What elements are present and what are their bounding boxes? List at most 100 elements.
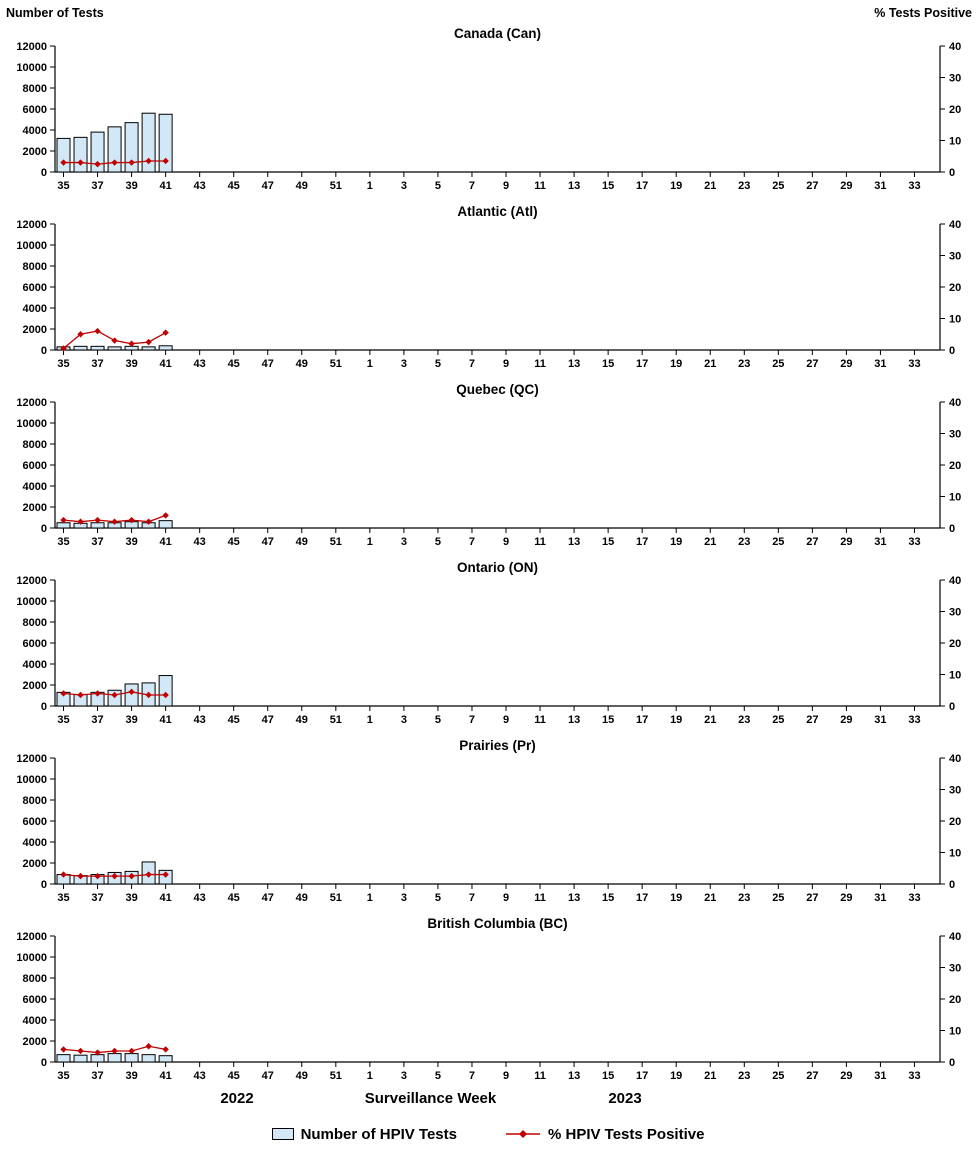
week-tick-label: 43: [194, 180, 206, 192]
week-tick-label: 25: [772, 1070, 784, 1082]
right-tick-label: 0: [949, 879, 955, 891]
left-tick-label: 10000: [16, 62, 47, 74]
week-tick-label: 33: [908, 358, 920, 370]
left-tick-label: 0: [41, 167, 47, 179]
pct-marker: [162, 329, 169, 336]
right-tick-label: 20: [949, 638, 961, 650]
week-tick-label: 29: [840, 180, 852, 192]
pct-marker: [162, 157, 169, 165]
week-tick-label: 5: [435, 536, 441, 548]
week-tick-label: 25: [772, 714, 784, 726]
panel-title-atlantic: Atlantic (Atl): [457, 204, 537, 219]
left-tick-label: 2000: [23, 502, 47, 514]
week-tick-label: 39: [125, 180, 137, 192]
week-tick-label: 15: [602, 714, 614, 726]
week-tick-label: 13: [568, 536, 580, 548]
week-tick-label: 47: [262, 714, 274, 726]
test-bar: [158, 345, 173, 351]
legend-item-tests: Number of HPIV Tests: [271, 1125, 457, 1143]
right-axis-title: % Tests Positive: [874, 6, 972, 20]
week-tick-label: 21: [704, 180, 716, 192]
left-tick-label: 4000: [23, 481, 47, 493]
week-tick-label: 7: [469, 1070, 475, 1082]
week-tick-label: 41: [160, 358, 172, 370]
pct-marker: [145, 1043, 152, 1050]
week-tick-label: 31: [874, 1070, 886, 1082]
left-tick-label: 2000: [23, 858, 47, 870]
right-tick-label: 20: [949, 460, 961, 472]
week-tick-label: 19: [670, 536, 682, 548]
test-bar: [90, 522, 105, 529]
week-tick-label: 3: [401, 892, 407, 904]
week-tick-label: 1: [367, 358, 373, 370]
test-bar: [141, 346, 156, 351]
test-bar: [73, 345, 88, 351]
pct-marker: [77, 331, 84, 338]
pct-marker: [77, 1047, 84, 1055]
test-bar: [73, 1054, 88, 1063]
week-tick-label: 49: [296, 180, 308, 192]
week-tick-label: 1: [367, 1070, 373, 1082]
test-bar: [56, 1054, 71, 1063]
left-tick-label: 12000: [16, 753, 47, 765]
week-tick-label: 37: [91, 180, 103, 192]
pct-marker: [145, 157, 152, 165]
week-tick-label: 11: [534, 358, 546, 370]
week-tick-label: 7: [469, 180, 475, 192]
pct-marker: [94, 160, 101, 168]
week-tick-label: 33: [908, 892, 920, 904]
week-tick-label: 25: [772, 892, 784, 904]
panel-bc: British Columbia (BC)0200040006000800010…: [16, 916, 961, 1082]
right-tick-label: 40: [949, 219, 961, 231]
test-bar: [124, 122, 139, 173]
right-tick-label: 10: [949, 314, 961, 326]
week-tick-label: 17: [636, 892, 648, 904]
year-2023-label: 2023: [608, 1090, 642, 1107]
week-tick-label: 5: [435, 358, 441, 370]
right-tick-label: 0: [949, 1057, 955, 1069]
week-tick-label: 23: [738, 180, 750, 192]
left-tick-label: 8000: [23, 261, 47, 273]
week-tick-label: 29: [840, 714, 852, 726]
right-tick-label: 30: [949, 251, 961, 263]
right-tick-label: 0: [949, 345, 955, 357]
pct-marker: [77, 872, 84, 880]
pct-marker: [128, 159, 135, 166]
week-tick-label: 33: [908, 714, 920, 726]
panel-title-prairies: Prairies (Pr): [459, 738, 536, 753]
week-tick-label: 43: [194, 536, 206, 548]
pct-marker: [94, 516, 101, 524]
week-tick-label: 23: [738, 358, 750, 370]
week-tick-label: 39: [125, 536, 137, 548]
week-tick-label: 17: [636, 714, 648, 726]
right-tick-label: 0: [949, 167, 955, 179]
week-tick-label: 31: [874, 714, 886, 726]
week-tick-label: 41: [160, 714, 172, 726]
week-tick-label: 51: [330, 892, 342, 904]
week-tick-label: 45: [228, 358, 240, 370]
week-tick-label: 29: [840, 358, 852, 370]
week-tick-label: 23: [738, 892, 750, 904]
left-tick-label: 12000: [16, 219, 47, 231]
week-tick-label: 25: [772, 358, 784, 370]
week-tick-label: 7: [469, 892, 475, 904]
week-tick-label: 29: [840, 1070, 852, 1082]
test-bar: [90, 1054, 105, 1063]
pct-legend-marker-icon: [505, 1130, 540, 1138]
week-tick-label: 35: [57, 180, 69, 192]
right-tick-label: 30: [949, 73, 961, 85]
tests-legend-label: Number of HPIV Tests: [300, 1125, 457, 1143]
right-tick-label: 30: [949, 607, 961, 619]
right-tick-label: 10: [949, 1026, 961, 1038]
right-tick-label: 10: [949, 492, 961, 504]
right-tick-label: 40: [949, 41, 961, 53]
week-tick-label: 13: [568, 714, 580, 726]
week-tick-label: 9: [503, 892, 509, 904]
test-bar: [56, 137, 71, 173]
test-bar: [124, 1053, 139, 1063]
week-tick-label: 31: [874, 892, 886, 904]
week-tick-label: 5: [435, 892, 441, 904]
test-bar: [158, 113, 173, 173]
left-tick-label: 0: [41, 701, 47, 713]
week-tick-label: 33: [908, 1070, 920, 1082]
